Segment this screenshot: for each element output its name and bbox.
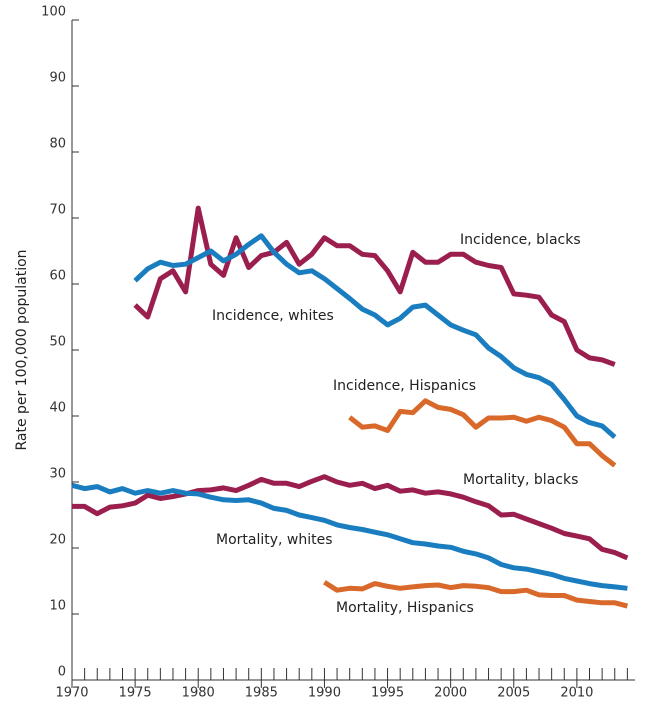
x-tick-label: 1975 [119,686,152,701]
series-label: Mortality, whites [216,532,333,548]
series-line [348,398,617,468]
series-label: Incidence, blacks [460,232,581,248]
x-tick-label: 1980 [182,686,215,701]
y-tick-label: 60 [49,269,66,284]
y-axis-label: Rate per 100,000 population [14,249,30,450]
series-label: Mortality, Hispanics [336,600,474,616]
x-tick-label: 2000 [434,686,467,701]
series-label: Mortality, blacks [463,472,578,488]
series-line [133,233,617,439]
y-tick-label: 40 [49,401,66,416]
series-label: Incidence, whites [212,308,334,324]
y-tick-label: 70 [49,203,66,218]
x-tick-label: 1985 [245,686,278,701]
x-tick-label: 1990 [308,686,341,701]
y-tick-label: 90 [49,71,66,86]
series-line [71,482,628,591]
x-tick-label: 1970 [55,686,88,701]
y-tick-label: 20 [49,533,66,548]
y-tick-label: 100 [41,5,66,20]
x-tick-label: 2005 [497,686,530,701]
y-tick-label: 10 [49,599,66,614]
y-tick-label: 80 [49,137,66,152]
x-tick-label: 1995 [371,686,404,701]
y-tick-label: 50 [49,335,66,350]
x-tick-label: 2010 [560,686,593,701]
series-line [323,580,629,609]
y-tick-label: 30 [49,467,66,482]
series-line [133,205,616,367]
series-label: Incidence, Hispanics [333,378,476,394]
y-tick-label: 0 [58,665,66,680]
series-line [72,474,629,561]
